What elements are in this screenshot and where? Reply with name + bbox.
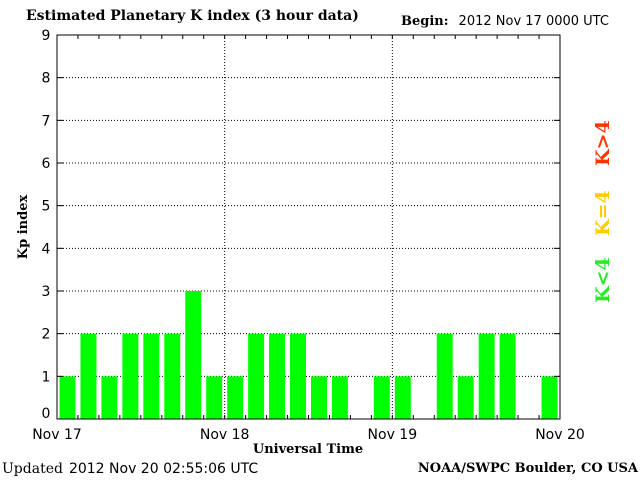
kp-bar <box>436 333 453 419</box>
legend-entry: K=4 <box>592 190 614 236</box>
kp-bar <box>185 291 202 419</box>
grid-lines <box>57 35 560 419</box>
x-tick-label: Nov 19 <box>368 427 418 443</box>
x-tick-label: Nov 18 <box>200 427 250 443</box>
begin-value: 2012 Nov 17 0000 UTC <box>458 14 609 29</box>
x-axis-ticks: Nov 17 Nov 18 Nov 19 Nov 20 <box>32 35 585 443</box>
y-tick-label: 5 <box>42 199 51 215</box>
x-tick-label: Nov 17 <box>32 427 82 443</box>
y-axis-ticks: 0 1 2 3 4 5 6 7 8 9 <box>42 28 560 422</box>
y-tick-label: 7 <box>42 113 51 129</box>
kp-bar <box>59 376 76 419</box>
y-tick-label: 6 <box>42 156 51 172</box>
kp-bar <box>101 376 118 419</box>
y-tick-label: 4 <box>42 241 51 257</box>
kp-bar <box>269 333 286 419</box>
begin-label: Begin: <box>401 14 449 29</box>
kp-bar <box>331 376 348 419</box>
kp-bar <box>311 376 327 419</box>
y-tick-label: 0 <box>42 406 51 422</box>
kp-bar <box>457 376 474 419</box>
kp-bar <box>164 333 181 419</box>
chart-title: Estimated Planetary K index (3 hour data… <box>26 8 359 24</box>
kp-bar <box>206 376 223 419</box>
x-axis-title: Universal Time <box>253 442 363 457</box>
kp-bar <box>499 333 516 419</box>
updated-value: 2012 Nov 20 02:55:06 UTC <box>68 461 259 477</box>
begin-info: Begin: 2012 Nov 17 0000 UTC <box>401 14 609 29</box>
kp-bar <box>290 333 306 419</box>
legend-entry: K<4 <box>592 257 614 303</box>
legend-entry: K>4 <box>592 120 614 166</box>
y-tick-label: 1 <box>42 369 51 385</box>
y-tick-label: 3 <box>42 284 51 300</box>
kp-bar <box>80 333 97 419</box>
kp-bar <box>394 376 411 419</box>
y-axis-title: Kp index <box>16 195 31 260</box>
updated-label: Updated <box>2 461 63 477</box>
kp-bar <box>122 333 139 419</box>
kp-bar <box>248 333 265 419</box>
kp-bar <box>478 333 495 419</box>
updated-info: Updated 2012 Nov 20 02:55:06 UTC <box>2 461 258 477</box>
y-tick-label: 8 <box>42 71 51 87</box>
y-tick-label: 9 <box>42 28 51 44</box>
kp-bar <box>541 376 558 419</box>
legend: K<4 K=4 K>4 <box>592 120 614 303</box>
source-credit: NOAA/SWPC Boulder, CO USA <box>417 461 638 476</box>
x-tick-label: Nov 20 <box>535 427 585 443</box>
bar-group <box>59 291 558 419</box>
kp-bar <box>227 376 244 419</box>
y-tick-label: 2 <box>42 327 51 343</box>
kp-bar <box>143 333 160 419</box>
kp-bar <box>373 376 390 419</box>
